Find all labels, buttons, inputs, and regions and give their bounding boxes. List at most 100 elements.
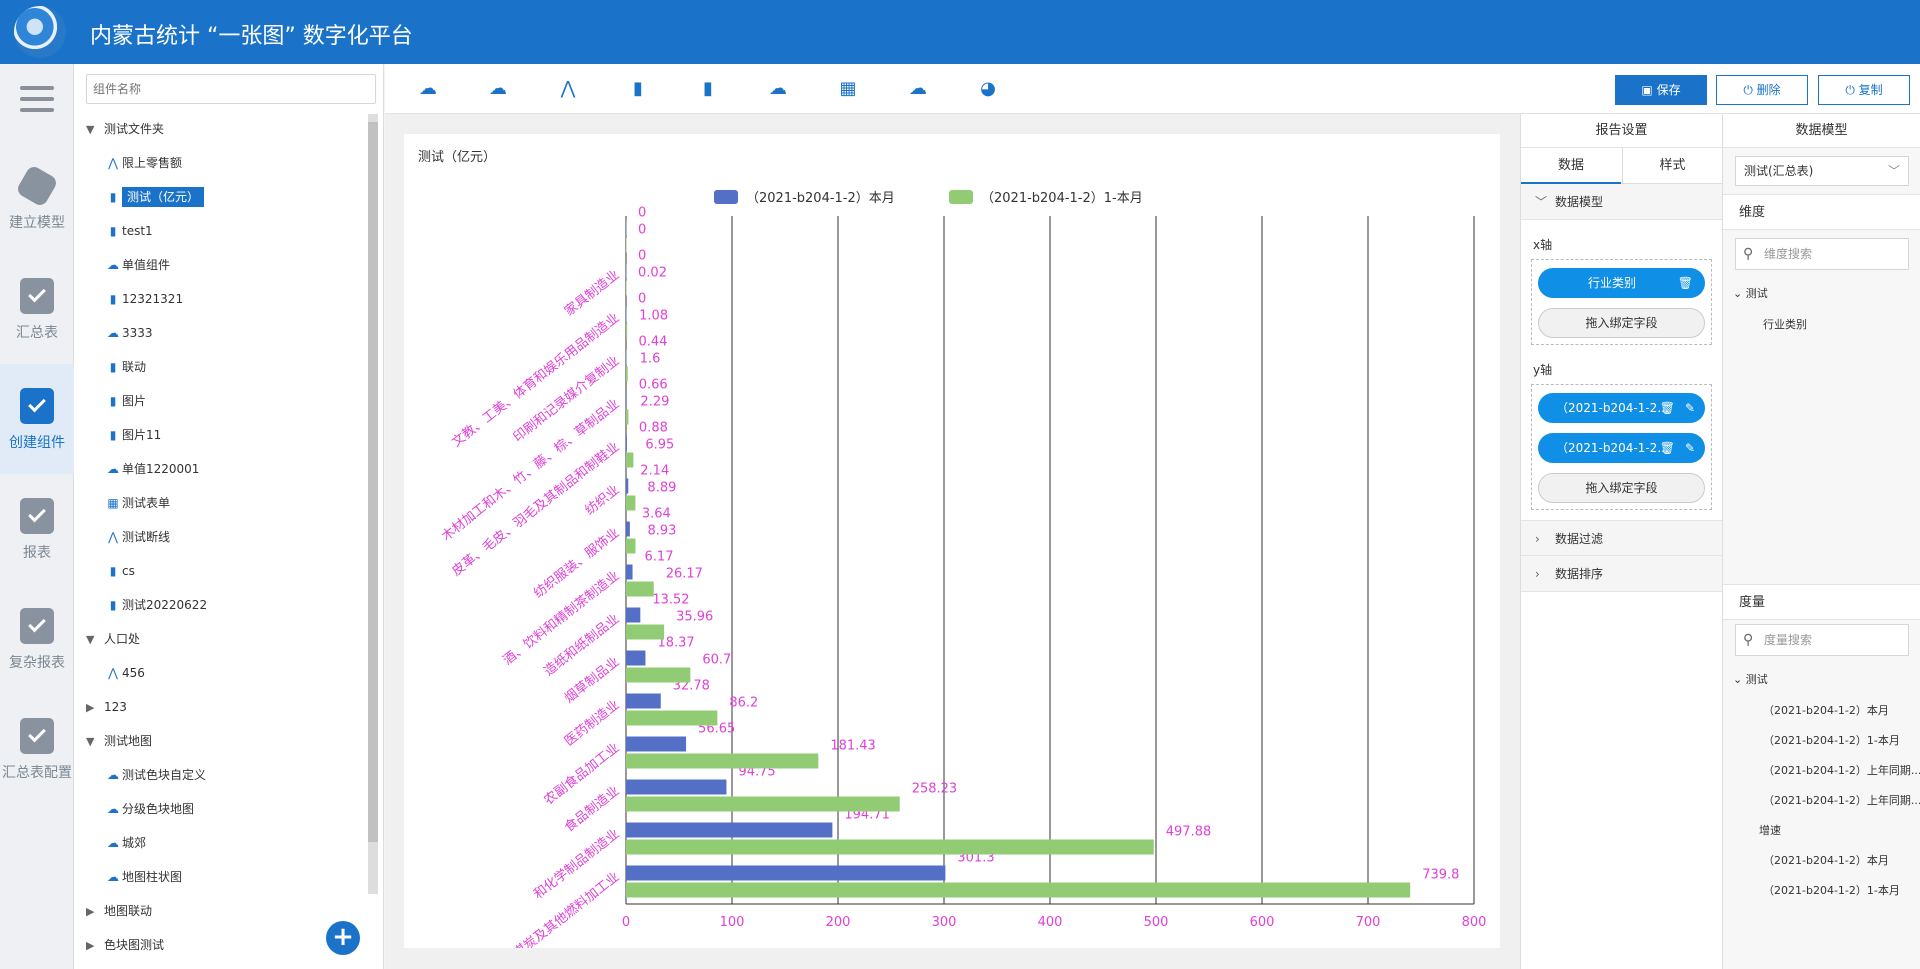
table-icon[interactable]: ▦ — [839, 78, 857, 99]
chevron-right-icon: › — [1535, 532, 1540, 546]
y-field-pill[interactable]: （2021-b204-1-2... 🗑 ✎ — [1538, 433, 1705, 463]
x-tick-label: 0 — [622, 915, 630, 930]
component-search-input[interactable] — [86, 74, 376, 104]
tree-item-label: 123 — [104, 700, 127, 714]
section-data-model[interactable]: ﹀ 数据模型 — [1521, 184, 1722, 220]
tree-folder[interactable]: ▶ 地图联动 — [74, 894, 364, 928]
bar — [626, 349, 627, 365]
nav-item[interactable]: 报表 — [0, 474, 74, 584]
tree-item[interactable]: ▮ 测试（亿元） — [74, 180, 364, 214]
menu-icon[interactable] — [20, 86, 54, 112]
chevron-down-icon: ﹀ — [1535, 195, 1548, 209]
tree-item[interactable]: ▮ test1 — [74, 214, 364, 248]
add-component-button[interactable]: + — [326, 921, 360, 955]
tree-item-label: 地图柱状图 — [122, 870, 183, 884]
pie-chart-icon[interactable]: ◕ — [980, 78, 996, 99]
tree-item[interactable]: ▦ 测试表单 — [74, 486, 364, 520]
nav-item[interactable]: 建立模型 — [0, 144, 74, 254]
component-tree-panel: ▼测试文件夹⋀限上零售额▮测试（亿元）▮test1☁单值组件▮12321321☁… — [74, 64, 384, 969]
section-data-filter[interactable]: › 数据过滤 — [1521, 520, 1722, 556]
caret-down-icon: ▼ — [86, 633, 95, 646]
tree-scrollbar[interactable] — [368, 122, 378, 842]
chevron-right-icon: › — [1535, 567, 1540, 581]
map-icon[interactable]: ☁ — [909, 78, 927, 99]
tree-item[interactable]: ☁ 地图柱状图 — [74, 860, 364, 894]
copy-button[interactable]: ⏻ 复制 — [1818, 75, 1910, 105]
bar — [626, 306, 627, 322]
tree-item[interactable]: ▮ 测试20220622 — [74, 588, 364, 622]
nav-item[interactable]: 汇总表 — [0, 254, 74, 364]
bar-chart-icon[interactable]: ▮ — [633, 78, 643, 99]
data-label: 0.44 — [638, 335, 667, 350]
growth-field[interactable]: （2021-b204-1-2）本月 — [1763, 854, 1889, 867]
data-label: 0 — [638, 223, 646, 238]
dimension-group[interactable]: ⌄ 测试 — [1723, 279, 1920, 309]
measure-field[interactable]: （2021-b204-1-2）1-本月 — [1763, 734, 1900, 747]
dimension-field[interactable]: 行业类别 — [1763, 318, 1807, 331]
tab-style[interactable]: 样式 — [1622, 148, 1722, 184]
tree-item[interactable]: ▮ 图片 — [74, 384, 364, 418]
x-tick-label: 500 — [1144, 915, 1169, 930]
delete-button[interactable]: ⏻ 删除 — [1716, 75, 1808, 105]
tree-item[interactable]: ☁ 单值1220001 — [74, 452, 364, 486]
tree-folder[interactable]: ▶ 色块图测试 — [74, 928, 364, 962]
data-label: 35.96 — [676, 610, 713, 625]
tree-item[interactable]: ⋀ 限上零售额 — [74, 146, 364, 180]
bar-chart-icon[interactable]: ▮ — [703, 78, 713, 99]
y-field-label: （2021-b204-1-2... — [1556, 441, 1669, 455]
data-label: 13.52 — [652, 593, 689, 608]
tab-data[interactable]: 数据 — [1521, 148, 1621, 184]
measure-field[interactable]: （2021-b204-1-2）上年同期... — [1763, 794, 1920, 807]
edit-icon[interactable]: ✎ — [1684, 441, 1695, 455]
tree-folder[interactable]: ▼ 测试文件夹 — [74, 112, 364, 146]
tree-item[interactable]: ▮ 12321321 — [74, 282, 364, 316]
map-icon: ☁ — [107, 462, 119, 476]
tree-item[interactable]: ▮ cs — [74, 554, 364, 588]
y-field-pill[interactable]: （2021-b204-1-2... 🗑 ✎ — [1538, 393, 1705, 423]
tree-item[interactable]: ▮ 联动 — [74, 350, 364, 384]
trash-icon[interactable]: 🗑 — [1677, 276, 1693, 290]
line-chart-icon[interactable]: ⋀ — [560, 78, 576, 99]
chart-card[interactable]: 0 100 200 300 400 500 600 700 800 （2021-b204-1-2）… — [404, 134, 1500, 948]
tree-item[interactable]: ☁ 单值组件 — [74, 248, 364, 282]
tree-item[interactable]: ☁ 测试色块自定义 — [74, 758, 364, 792]
y-axis-dropzone[interactable]: （2021-b204-1-2... 🗑 ✎ （2021-b204-1-2... … — [1531, 384, 1712, 510]
settings-tabs: 数据 样式 — [1521, 148, 1722, 184]
save-button[interactable]: ▣ 保存 — [1615, 75, 1707, 105]
tree-item[interactable]: ☁ 分级色块地图 — [74, 792, 364, 826]
nav-item[interactable]: 复杂报表 — [0, 584, 74, 694]
model-select[interactable]: 测试(汇总表) ﹀ — [1735, 156, 1909, 186]
x-axis-dropzone[interactable]: 行业类别 🗑 拖入绑定字段 — [1531, 259, 1712, 345]
map-icon[interactable]: ☁ — [419, 78, 437, 99]
map-icon[interactable]: ☁ — [769, 78, 787, 99]
x-drop-hint[interactable]: 拖入绑定字段 — [1538, 308, 1705, 338]
tree-item[interactable]: ⋀ 456 — [74, 656, 364, 690]
section-data-sort[interactable]: › 数据排序 — [1521, 556, 1722, 592]
tree-item[interactable]: ▮ 图片11 — [74, 418, 364, 452]
measure-search-input[interactable]: ⚲ 度量搜索 — [1735, 624, 1909, 656]
dimension-search-input[interactable]: ⚲ 维度搜索 — [1735, 238, 1909, 270]
trash-icon[interactable]: 🗑 — [1659, 401, 1675, 415]
bar — [626, 478, 629, 494]
tree-item-label: 联动 — [122, 360, 147, 374]
tree-item[interactable]: ⋀ 测试断线 — [74, 520, 364, 554]
growth-field[interactable]: （2021-b204-1-2）1-本月 — [1763, 884, 1900, 897]
nav-item[interactable]: 创建组件 — [0, 364, 74, 474]
nav-item[interactable]: 汇总表配置 — [0, 694, 74, 804]
tree-folder[interactable]: ▶ 123 — [74, 690, 364, 724]
measure-field[interactable]: （2021-b204-1-2）上年同期... — [1763, 764, 1920, 777]
tree-item[interactable]: ☁ 3333 — [74, 316, 364, 350]
tree-item[interactable]: ☁ 城郊 — [74, 826, 364, 860]
trash-icon[interactable]: 🗑 — [1659, 441, 1675, 455]
line-chart-icon: ⋀ — [108, 530, 118, 544]
map-icon[interactable]: ☁ — [489, 78, 507, 99]
x-field-pill[interactable]: 行业类别 🗑 — [1538, 268, 1705, 298]
y-drop-hint[interactable]: 拖入绑定字段 — [1538, 473, 1705, 503]
bar — [626, 323, 628, 339]
tree-folder[interactable]: ▼ 测试地图 — [74, 724, 364, 758]
tree-item-label: 12321321 — [122, 292, 184, 306]
measure-group[interactable]: ⌄ 测试 — [1723, 665, 1920, 695]
measure-field[interactable]: （2021-b204-1-2）本月 — [1763, 704, 1889, 717]
tree-folder[interactable]: ▼ 人口处 — [74, 622, 364, 656]
edit-icon[interactable]: ✎ — [1684, 401, 1695, 415]
